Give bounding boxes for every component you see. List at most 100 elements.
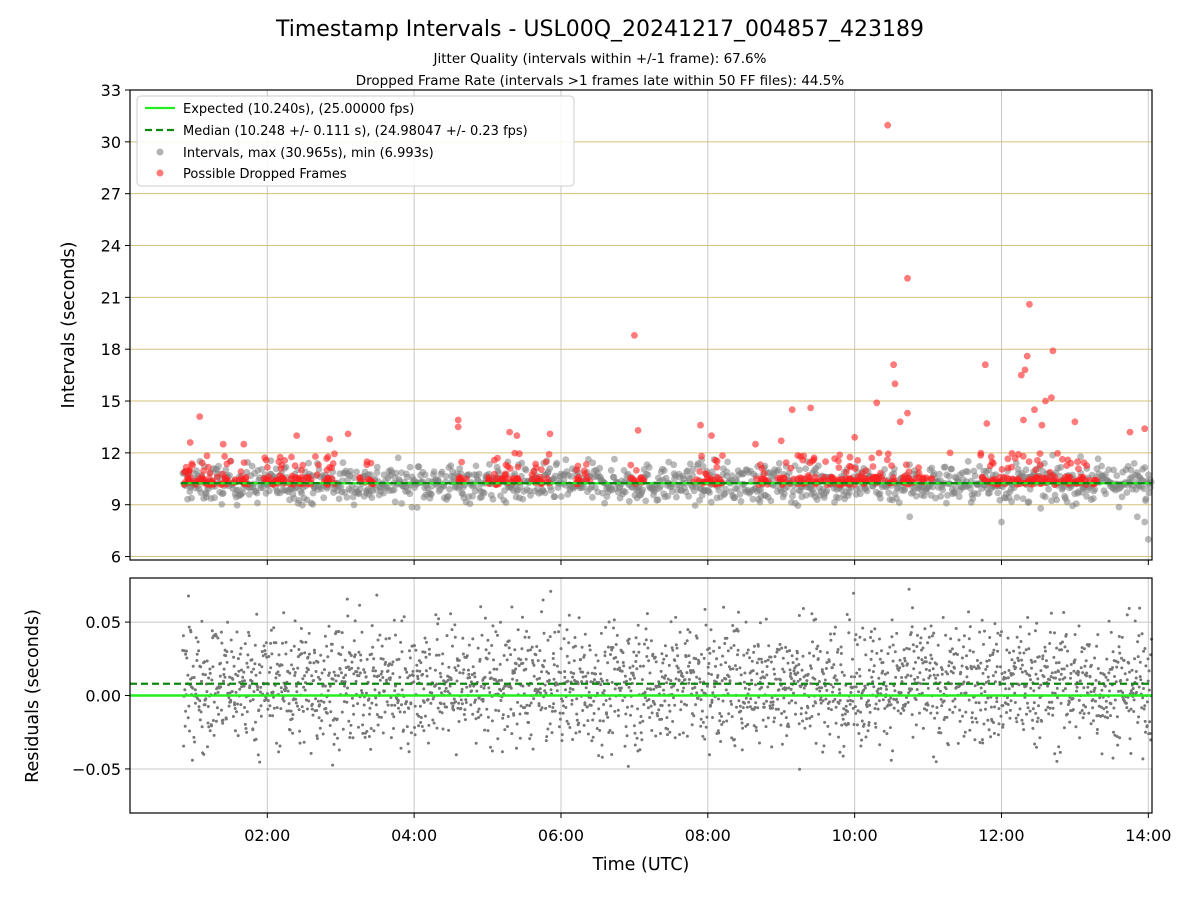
residual-point	[782, 696, 786, 700]
residual-point	[1136, 640, 1140, 644]
residual-point	[776, 707, 780, 711]
residual-point	[643, 642, 646, 646]
interval-point	[767, 497, 775, 505]
dropped-frame-point	[884, 450, 892, 458]
residual-point	[831, 699, 835, 703]
legend-box	[136, 95, 575, 187]
residual-point	[275, 741, 279, 745]
residual-point	[451, 704, 455, 708]
residual-point	[484, 648, 488, 652]
residual-point	[735, 667, 739, 671]
residual-point	[1021, 722, 1025, 726]
residual-point	[348, 668, 351, 672]
dropped-frame-point	[698, 452, 705, 460]
dropped-frame-point	[627, 461, 635, 469]
interval-point	[775, 466, 783, 474]
residual-point	[206, 705, 210, 708]
dropped-frame-point	[851, 433, 859, 441]
intervals-y-tick-label: 33	[101, 81, 121, 100]
dropped-frame-point	[1032, 466, 1039, 474]
residual-point	[334, 679, 338, 683]
residual-point	[951, 710, 955, 714]
residual-point	[559, 671, 563, 675]
residual-point	[918, 671, 922, 675]
residual-point	[756, 644, 760, 648]
residual-point	[422, 700, 426, 704]
dropped-frame-point	[838, 475, 846, 483]
residual-point	[591, 735, 595, 739]
residual-point	[937, 726, 941, 730]
residual-point	[555, 664, 559, 668]
residual-point	[685, 639, 689, 643]
residual-point	[968, 649, 972, 653]
residual-point	[744, 620, 748, 624]
residual-point	[970, 667, 974, 671]
residual-point	[311, 713, 315, 717]
residual-point	[1004, 676, 1008, 680]
residual-point	[575, 718, 579, 722]
residual-point	[359, 658, 363, 662]
residual-point	[1087, 643, 1091, 646]
residual-point	[329, 710, 333, 714]
interval-point	[553, 459, 561, 467]
residual-point	[710, 698, 714, 702]
residual-point	[238, 652, 242, 656]
residual-point	[245, 730, 249, 734]
residual-point	[797, 722, 801, 726]
residual-point	[1139, 678, 1143, 682]
interval-point	[877, 494, 884, 502]
residual-point	[1078, 679, 1082, 683]
residual-point	[204, 697, 208, 701]
residual-point	[936, 673, 940, 677]
residual-point	[784, 716, 788, 720]
residual-point	[415, 669, 419, 673]
interval-point	[211, 494, 218, 502]
residual-point	[589, 696, 593, 700]
residual-point	[900, 680, 904, 684]
residual-point	[933, 716, 937, 720]
residual-point	[565, 654, 569, 658]
x-tick-label: 02:00	[244, 826, 290, 845]
residual-point	[877, 687, 880, 691]
residual-point	[839, 645, 843, 649]
residual-point	[1089, 722, 1093, 726]
interval-point	[406, 490, 414, 498]
residual-point	[444, 686, 448, 690]
x-tick-label: 08:00	[685, 826, 731, 845]
residual-point	[711, 691, 715, 695]
residual-point	[995, 696, 999, 700]
residual-point	[643, 696, 647, 700]
residual-point	[905, 696, 908, 699]
dropped-frame-point	[265, 473, 272, 480]
residual-point	[771, 700, 775, 704]
interval-point	[625, 497, 633, 505]
intervals-y-tick-label: 21	[101, 288, 121, 307]
interval-point	[689, 465, 697, 473]
residual-point	[636, 623, 640, 627]
residual-point	[210, 724, 214, 728]
residual-point	[467, 672, 471, 676]
residual-point	[949, 637, 953, 641]
residual-point	[741, 706, 745, 710]
residual-point	[298, 741, 302, 745]
residual-point	[611, 731, 615, 735]
residual-point	[676, 654, 680, 658]
residual-point	[1084, 659, 1088, 663]
residual-point	[425, 640, 428, 644]
residual-point	[699, 698, 703, 702]
residual-point	[384, 678, 388, 682]
residual-point	[184, 652, 188, 656]
interval-point	[706, 489, 713, 496]
residual-point	[326, 689, 330, 693]
residual-point	[365, 657, 369, 661]
residual-point	[429, 701, 433, 705]
residual-point	[200, 619, 204, 623]
residual-point	[404, 668, 408, 671]
residual-point	[740, 748, 744, 752]
dropped-frame-point	[782, 459, 790, 467]
residual-point	[944, 633, 948, 637]
residual-point	[500, 750, 504, 754]
dropped-frame-point	[536, 478, 543, 486]
residual-point	[889, 758, 893, 762]
residual-point	[409, 731, 413, 735]
